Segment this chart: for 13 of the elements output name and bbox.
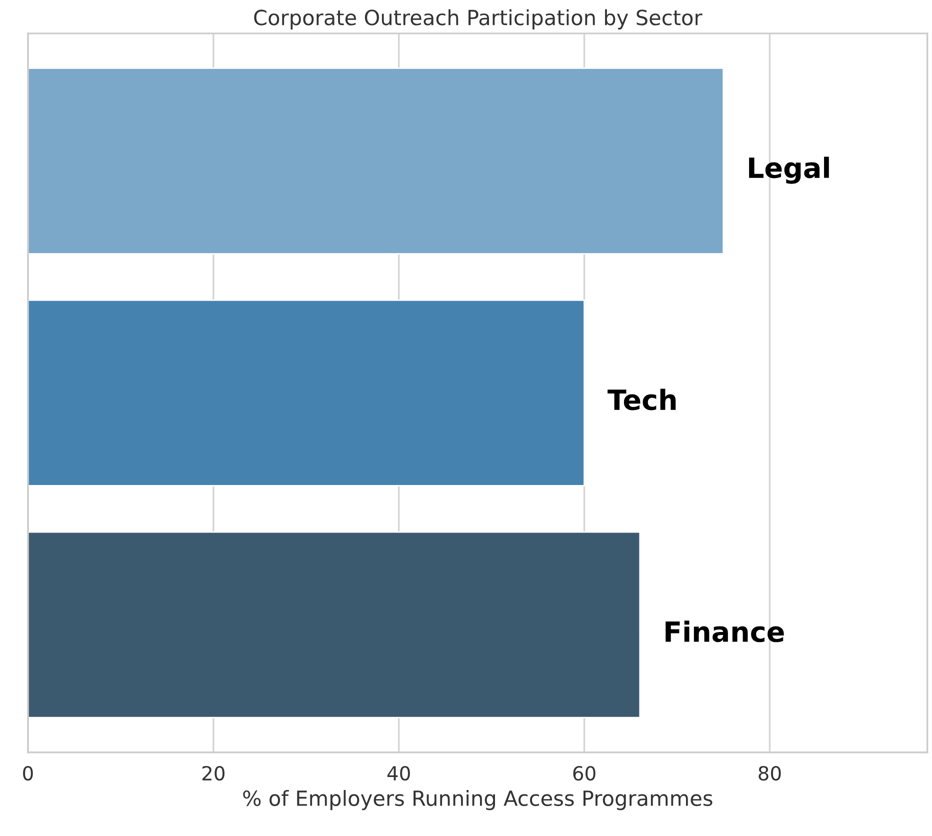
- bar: [28, 299, 585, 486]
- y-tick-label: Legal: [749, 156, 829, 184]
- x-tick-label: 20: [202, 766, 224, 781]
- x-tick-label: 80: [758, 766, 781, 781]
- x-tick-label: 40: [387, 766, 410, 781]
- y-tick-label: Finance: [666, 620, 784, 642]
- bar: [28, 68, 724, 254]
- x-axis-title: % of Employers Running Access Programmes: [243, 790, 712, 810]
- chart-title: Corporate Outreach Participation by Sector: [254, 9, 702, 30]
- x-tick-label: 0: [23, 766, 33, 781]
- y-tick-label: Tech: [608, 388, 676, 410]
- bar: [28, 531, 641, 718]
- x-tick-label: 60: [573, 766, 596, 781]
